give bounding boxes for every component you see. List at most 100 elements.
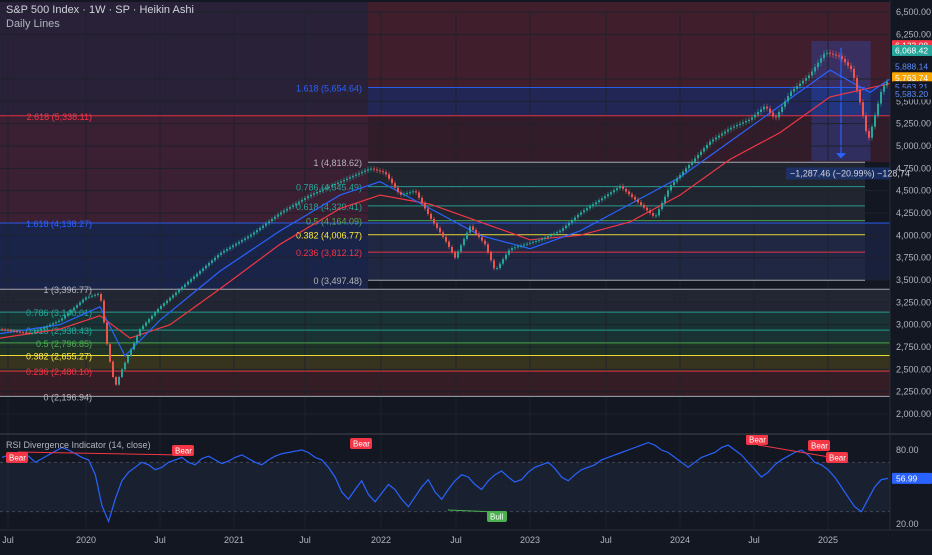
price-candle-body <box>511 248 513 251</box>
price-candle-body <box>586 208 588 211</box>
price-candle-body <box>622 186 624 189</box>
price-candle-body <box>604 196 606 199</box>
price-candle-body <box>613 190 615 193</box>
price-candle-body <box>772 112 774 117</box>
bear-label: Bear <box>353 440 370 449</box>
price-candle-body <box>391 178 393 184</box>
time-axis-label: Jul <box>450 535 462 545</box>
price-candle-body <box>655 215 657 217</box>
fib-small-level-label: 0 (3,497.48) <box>313 276 362 286</box>
price-candle-body <box>55 321 57 324</box>
price-candle-body <box>775 116 777 118</box>
price-candle-body <box>478 233 480 238</box>
price-tag-label: 5,763.74 <box>895 73 928 83</box>
price-candle-body <box>886 81 888 86</box>
price-candle-body <box>61 318 63 321</box>
price-candle-body <box>280 212 282 215</box>
bear-label-bg <box>172 445 194 456</box>
price-candle-body <box>832 53 834 55</box>
price-candle-body <box>733 126 735 128</box>
price-candle-body <box>91 295 93 297</box>
price-candle-body <box>106 322 108 345</box>
price-candle-body <box>529 242 531 244</box>
price-candle-body <box>355 174 357 176</box>
price-axis-tick-label: 4,500.00 <box>896 186 931 196</box>
price-candle-body <box>652 213 654 216</box>
price-tag-label: 6,068.42 <box>895 46 928 56</box>
time-axis-label: Jul <box>2 535 14 545</box>
price-candle-body <box>295 203 297 206</box>
price-candle-body <box>403 193 405 195</box>
price-candle-body <box>508 250 510 255</box>
price-candle-body <box>595 202 597 205</box>
price-candle-body <box>169 297 171 301</box>
price-candle-body <box>484 240 486 245</box>
price-axis-tick-label: 2,750.00 <box>896 342 931 352</box>
price-candle-body <box>490 252 492 261</box>
price-candle-body <box>352 175 354 178</box>
price-candle-body <box>262 225 264 228</box>
price-candle-body <box>190 279 192 282</box>
price-candle-body <box>802 80 804 84</box>
price-candle-body <box>616 188 618 191</box>
price-candle-body <box>661 202 663 210</box>
price-candle-body <box>730 127 732 130</box>
price-candle-body <box>427 208 429 214</box>
fib-zone-red-band <box>0 371 890 397</box>
price-candle-body <box>724 131 726 134</box>
price-candle-body <box>643 204 645 208</box>
price-candle-body <box>340 181 342 183</box>
price-candle-body <box>142 325 144 330</box>
price-candle-body <box>778 112 780 118</box>
price-axis-tick-label: 6,250.00 <box>896 29 931 39</box>
price-candle-body <box>274 216 276 219</box>
price-candle-body <box>589 206 591 209</box>
bull-label-bg <box>487 511 507 522</box>
price-candle-body <box>112 361 114 377</box>
price-candle-body <box>838 55 840 57</box>
price-axis-tick-label: 4,250.00 <box>896 208 931 218</box>
bear-label-bg <box>808 440 830 451</box>
price-tag-bg <box>892 61 932 73</box>
price-tag-bg <box>892 72 932 84</box>
price-candle-body <box>547 236 549 238</box>
price-candle-body <box>487 244 489 253</box>
price-candle-body <box>103 300 105 323</box>
price-candle-body <box>361 171 363 174</box>
time-axis-label: Jul <box>748 535 760 545</box>
price-candle-body <box>847 62 849 66</box>
price-candle-body <box>688 164 690 169</box>
price-candle-body <box>883 85 885 92</box>
price-candle-body <box>694 158 696 162</box>
price-candle-body <box>7 329 9 331</box>
price-candle-body <box>673 181 675 186</box>
price-candle-body <box>544 237 546 239</box>
indicator-label: Daily Lines <box>6 18 60 30</box>
price-candle-body <box>307 196 309 199</box>
price-candle-body <box>748 119 750 121</box>
price-candle-body <box>790 91 792 96</box>
price-candle-body <box>4 329 6 331</box>
price-tag-label: 5,563.21 <box>895 82 928 92</box>
price-candle-body <box>781 106 783 113</box>
rsi-line <box>1 441 889 524</box>
price-candle-body <box>808 75 810 79</box>
price-candle-body <box>556 232 558 234</box>
fib-zone-yellow-band <box>0 355 890 372</box>
price-candle-body <box>628 191 630 195</box>
bear-label: Bear <box>829 454 846 463</box>
price-candle-body <box>712 139 714 142</box>
price-candle-body <box>10 330 12 332</box>
price-candle-body <box>166 300 168 304</box>
price-candle-body <box>193 276 195 280</box>
price-candle-body <box>40 328 42 331</box>
price-candle-body <box>640 202 642 205</box>
price-candle-body <box>79 302 81 306</box>
fib-big-level-label: 0.618 (2,938.43) <box>26 326 92 336</box>
chart-title: S&P 500 Index · 1W · SP · Heikin Ashi <box>6 4 194 16</box>
time-axis-label: 2025 <box>818 535 838 545</box>
price-candle-body <box>241 240 243 242</box>
price-candle-body <box>412 191 414 193</box>
